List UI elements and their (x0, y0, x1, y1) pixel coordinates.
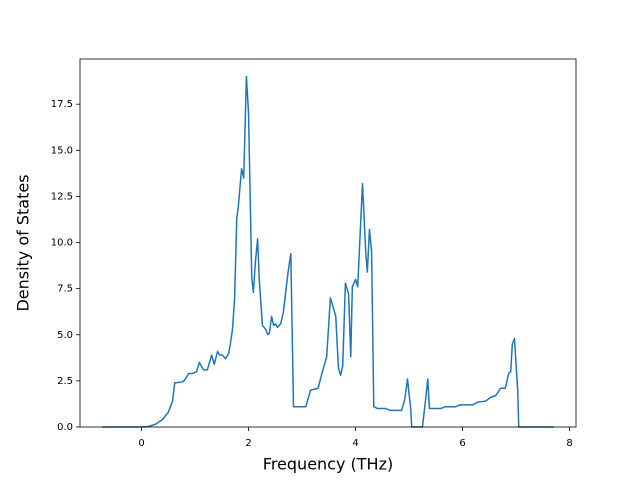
y-tick-label: 2.5 (57, 376, 73, 387)
x-tick-label: 8 (566, 438, 572, 449)
y-tick-label: 0.0 (57, 422, 73, 433)
y-tick-label: 5.0 (57, 330, 73, 341)
y-axis-label: Density of States (14, 174, 33, 311)
y-tick-label: 15.0 (51, 145, 73, 156)
y-tick-label: 17.5 (51, 99, 73, 110)
x-tick-label: 2 (245, 438, 251, 449)
x-tick-label: 4 (352, 438, 358, 449)
y-tick-label: 12.5 (51, 191, 73, 202)
axes-frame (79, 58, 577, 428)
x-tick-label: 0 (138, 438, 144, 449)
y-tick-label: 7.5 (57, 284, 73, 295)
x-tick-label: 6 (459, 438, 465, 449)
line-series (102, 75, 554, 428)
x-axis-label: Frequency (THz) (263, 455, 393, 474)
y-tick-label: 10.0 (51, 238, 73, 249)
